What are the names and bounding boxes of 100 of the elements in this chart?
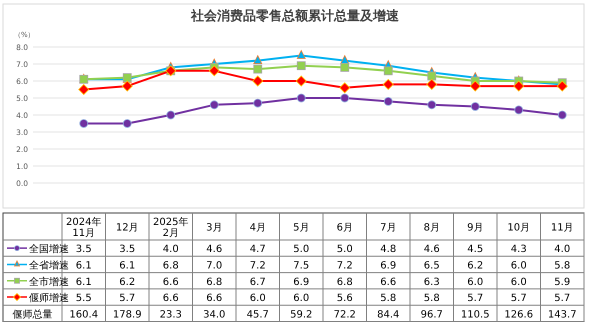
data-label: 4.0 bbox=[554, 244, 570, 256]
point bbox=[339, 82, 350, 94]
x-tick-label: 11月 bbox=[550, 222, 574, 234]
data-label: 4.8 bbox=[380, 244, 396, 256]
point bbox=[427, 100, 436, 110]
point bbox=[78, 84, 90, 95]
point bbox=[253, 98, 262, 108]
data-label: 5.8 bbox=[554, 260, 570, 272]
point bbox=[296, 50, 306, 59]
data-label: 5.7 bbox=[554, 293, 570, 304]
x-tick-label: 12月 bbox=[116, 222, 139, 234]
data-label: 6.6 bbox=[162, 293, 179, 304]
point bbox=[426, 79, 438, 90]
x-tick-label: 2024年 11月 bbox=[66, 216, 102, 239]
data-label: 6.3 bbox=[424, 276, 440, 288]
text: 110.5 bbox=[460, 309, 490, 320]
point bbox=[166, 110, 176, 120]
data-label: 5.7 bbox=[510, 293, 527, 304]
text: 23.3 bbox=[160, 309, 182, 320]
data-label: 6.6 bbox=[380, 276, 396, 288]
data-label: 7.0 bbox=[206, 260, 222, 272]
point bbox=[296, 61, 306, 70]
data-label: 6.0 bbox=[467, 276, 484, 288]
data-label: 5.7 bbox=[467, 293, 484, 304]
point bbox=[210, 100, 219, 110]
data-label: 6.2 bbox=[119, 276, 136, 288]
text: 72.2 bbox=[334, 309, 356, 320]
x-tick-label: 10月 bbox=[507, 222, 530, 234]
data-label: 5.0 bbox=[293, 244, 310, 256]
data-label: 7.2 bbox=[250, 260, 266, 272]
data-label: 6.8 bbox=[336, 276, 353, 288]
data-label: 4.6 bbox=[206, 244, 222, 256]
point bbox=[79, 119, 88, 128]
data-label: 3.5 bbox=[76, 244, 92, 256]
data-label: 6.0 bbox=[293, 293, 310, 304]
data-label: 6.0 bbox=[510, 260, 527, 272]
data-label: 6.9 bbox=[293, 276, 310, 288]
data-label: 6.7 bbox=[250, 276, 266, 288]
text: 偃师总量 bbox=[12, 308, 52, 320]
data-label: 5.8 bbox=[380, 293, 396, 304]
legend-label: 全市增速 bbox=[29, 276, 69, 288]
data-label: 4.7 bbox=[250, 244, 266, 256]
text: 143.7 bbox=[548, 309, 577, 320]
data-label: 5.5 bbox=[76, 293, 92, 304]
point bbox=[122, 119, 132, 128]
data-label: 6.8 bbox=[162, 260, 179, 272]
legend-label: 偃师增速 bbox=[29, 292, 69, 304]
point bbox=[340, 94, 350, 102]
x-tick-label: 9月 bbox=[467, 222, 484, 234]
point bbox=[470, 102, 480, 111]
point bbox=[253, 55, 262, 64]
data-label: 3.5 bbox=[119, 244, 136, 256]
data-label: 6.1 bbox=[119, 260, 136, 272]
point bbox=[558, 110, 567, 120]
data-label: 4.3 bbox=[510, 244, 527, 256]
point bbox=[384, 66, 393, 76]
point bbox=[470, 80, 481, 92]
x-tick-label: 6月 bbox=[336, 222, 353, 234]
point bbox=[252, 76, 264, 86]
legend-label: 全国增速 bbox=[29, 243, 69, 256]
x-tick-label: 2025年 2月 bbox=[153, 216, 188, 239]
text: 96.7 bbox=[420, 309, 443, 320]
data-label: 6.0 bbox=[250, 293, 266, 304]
data-label: 7.5 bbox=[293, 260, 310, 272]
data-label: 6.9 bbox=[380, 260, 396, 272]
point bbox=[340, 63, 350, 72]
data-label: 6.1 bbox=[76, 276, 92, 288]
point bbox=[253, 64, 262, 74]
text: 84.4 bbox=[377, 309, 400, 320]
data-label: 5.6 bbox=[336, 293, 353, 304]
data-label: 6.0 bbox=[510, 276, 527, 288]
point bbox=[384, 97, 393, 106]
text: 160.4 bbox=[69, 309, 98, 320]
x-tick-label: 3月 bbox=[206, 222, 222, 234]
point bbox=[513, 80, 524, 92]
data-label: 5.9 bbox=[554, 276, 570, 288]
text: 34.0 bbox=[203, 309, 226, 320]
x-tick-label: 4月 bbox=[250, 222, 266, 234]
x-tick-label: 5月 bbox=[293, 222, 310, 234]
data-label: 5.0 bbox=[336, 244, 353, 256]
point bbox=[514, 106, 524, 114]
data-label: 6.1 bbox=[76, 260, 92, 272]
data-label: 4.5 bbox=[467, 244, 484, 256]
data-label: 6.8 bbox=[206, 276, 222, 288]
point bbox=[427, 72, 436, 80]
text: 45.7 bbox=[246, 309, 269, 320]
point bbox=[208, 65, 220, 76]
point bbox=[296, 76, 307, 86]
data-label: 5.7 bbox=[119, 293, 136, 304]
data-label: 7.2 bbox=[336, 260, 353, 272]
data-label: 4.6 bbox=[424, 244, 440, 256]
data-label: 4.0 bbox=[162, 244, 179, 256]
data-label: 6.6 bbox=[162, 276, 179, 288]
x-tick-label: 7月 bbox=[380, 222, 396, 234]
data-label: 5.8 bbox=[424, 293, 440, 304]
text: 126.6 bbox=[504, 309, 534, 320]
chart-title: 社会消费品零售总额累计总量及增速 bbox=[190, 8, 400, 24]
data-label: 6.2 bbox=[467, 260, 484, 272]
data-label: 6.6 bbox=[206, 293, 222, 304]
point bbox=[296, 94, 306, 102]
